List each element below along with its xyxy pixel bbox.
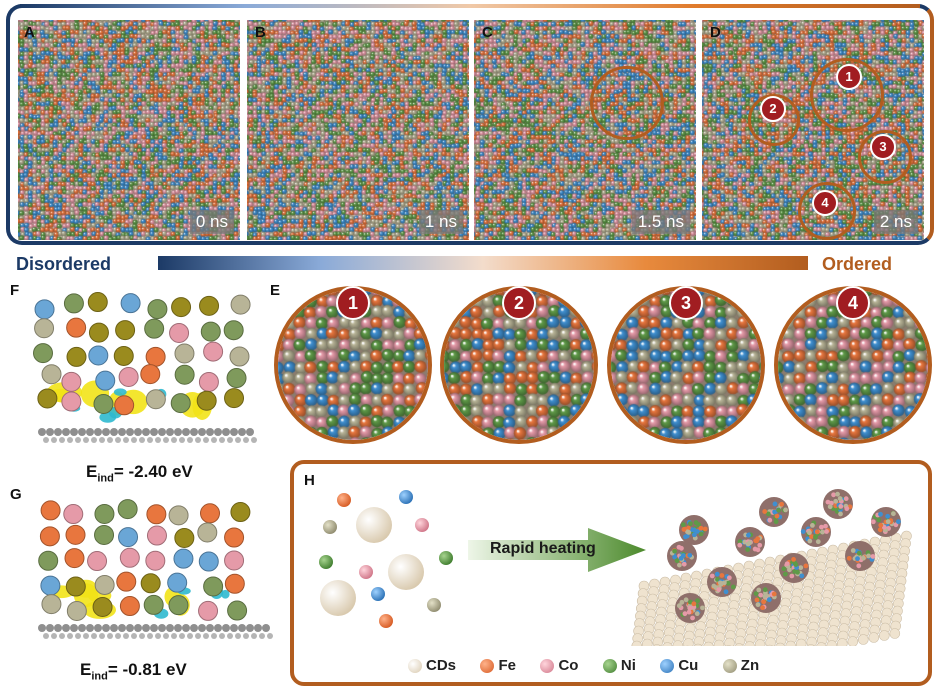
cd-particle	[320, 580, 356, 616]
energy-g: Eind= -0.81 eV	[80, 660, 187, 682]
disordered-label: Disordered	[16, 254, 112, 274]
top-frame-gradient	[20, 4, 920, 8]
zn-atom	[427, 598, 441, 612]
region-circle-4	[798, 182, 856, 240]
rapid-heating-label: Rapid heating	[490, 540, 596, 557]
zoom-badge-2: 2	[502, 286, 536, 320]
legend-zn: Zn	[722, 657, 759, 674]
zoom-badge-3: 3	[669, 286, 703, 320]
atom-canvas	[18, 20, 240, 240]
precursor-mixture	[319, 490, 453, 628]
cu-atom	[371, 587, 385, 601]
panel-label-b: B	[255, 24, 266, 41]
panel-label-e: E	[270, 282, 281, 299]
legend-fe: Fe	[480, 657, 516, 674]
region-badge-1: 1	[836, 64, 862, 90]
panel-label-h: H	[304, 472, 315, 489]
element-legend: CDs Fe Co Ni Cu Zn	[408, 657, 779, 678]
time-tag-a: 0 ns	[189, 210, 234, 234]
panel-label-a: A	[24, 24, 35, 41]
panel-h-frame	[290, 460, 932, 686]
region-circle-1	[810, 58, 884, 132]
legend-co: Co	[540, 657, 578, 674]
ordered-region-circle	[590, 66, 664, 140]
zoom-badge-1: 1	[336, 286, 370, 320]
cu-atom	[399, 490, 413, 504]
region-badge-2: 2	[760, 96, 786, 122]
legend-ni: Ni	[602, 657, 636, 674]
atom-canvas	[247, 20, 469, 240]
energy-f-sub: ind	[97, 472, 114, 485]
panel-label-f: F	[10, 282, 20, 299]
cd-particle	[356, 507, 392, 543]
legend-cds: CDs	[408, 657, 456, 674]
rapid-heating-arrow	[468, 528, 646, 572]
supported-nanoparticles	[631, 489, 912, 646]
fe-atom	[379, 614, 393, 628]
region-badge-4: 4	[812, 190, 838, 216]
energy-g-value: = -0.81 eV	[107, 660, 187, 679]
co-atom	[415, 518, 429, 532]
sim-panel-d: D 1 2 3 4 2 ns	[702, 20, 924, 240]
time-tag-d: 2 ns	[873, 210, 918, 234]
ordered-label: Ordered	[822, 254, 893, 274]
atom-canvas	[474, 20, 696, 240]
energy-g-symbol: E	[80, 660, 92, 679]
legend-cu: Cu	[660, 657, 698, 674]
sim-panel-b: B 1 ns	[247, 20, 469, 240]
time-tag-b: 1 ns	[418, 210, 463, 234]
panel-label-g: G	[10, 486, 22, 503]
adsorption-model-g	[38, 499, 273, 639]
energy-f-value: = -2.40 eV	[113, 462, 193, 481]
panel-label-c: C	[482, 24, 493, 41]
fe-atom	[337, 493, 351, 507]
energy-g-sub: ind	[91, 670, 108, 683]
co-atom	[359, 565, 373, 579]
panel-label-d: D	[710, 24, 721, 41]
zn-atom	[323, 520, 337, 534]
order-gradient-bar	[158, 256, 808, 270]
time-tag-c: 1.5 ns	[631, 210, 690, 234]
energy-f: Eind= -2.40 eV	[86, 462, 193, 484]
region-circle-3	[858, 130, 912, 184]
cd-particle	[388, 554, 424, 590]
adsorption-model-f	[33, 292, 257, 443]
region-circle-2	[748, 94, 800, 146]
energy-f-symbol: E	[86, 462, 98, 481]
sim-panel-a: A 0 ns	[18, 20, 240, 240]
zoom-badge-4: 4	[836, 286, 870, 320]
sim-panel-c: C 1.5 ns	[474, 20, 696, 240]
region-badge-3: 3	[870, 134, 896, 160]
ni-atom	[439, 551, 453, 565]
ni-atom	[319, 555, 333, 569]
